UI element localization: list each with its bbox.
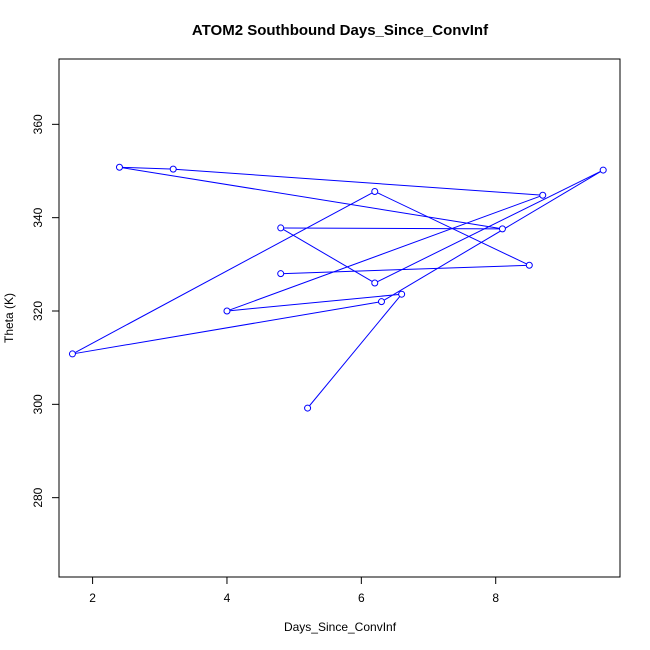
series-segment <box>176 168 540 196</box>
x-tick-label: 2 <box>89 591 96 605</box>
data-point <box>223 307 231 315</box>
chart-title: ATOM2 Southbound Days_Since_ConvInf <box>192 22 489 39</box>
x-tick-label: 4 <box>224 591 231 605</box>
series-segment <box>74 192 373 353</box>
y-axis: 280 300 320 340 360 <box>31 114 59 508</box>
x-tick-label: 6 <box>358 591 365 605</box>
data-point <box>371 279 379 287</box>
y-tick-label: 360 <box>31 114 45 134</box>
series-segment <box>229 195 541 311</box>
data-point <box>277 224 285 232</box>
y-tick-label: 340 <box>31 207 45 227</box>
data-point <box>115 163 123 171</box>
series-segment <box>75 301 379 354</box>
series-segment <box>122 166 171 170</box>
series-segment <box>377 192 527 265</box>
series-segment <box>309 296 401 407</box>
x-tick-label: 8 <box>492 591 499 605</box>
data-point <box>539 191 547 199</box>
series-segment <box>283 264 527 275</box>
data-point <box>304 404 312 412</box>
data-point <box>377 298 385 306</box>
data-point <box>169 165 177 173</box>
data-point <box>277 270 285 278</box>
y-tick-label: 320 <box>31 301 45 321</box>
series-segment <box>377 170 601 283</box>
series-segment <box>383 171 601 301</box>
data-point <box>398 290 406 298</box>
data-point <box>525 261 533 269</box>
y-tick-label: 300 <box>31 394 45 414</box>
y-axis-label: Theta (K) <box>2 293 16 343</box>
series-group <box>68 163 607 412</box>
data-point <box>68 350 76 358</box>
x-axis: 2 4 6 8 <box>89 577 499 605</box>
data-point <box>498 225 506 233</box>
series-segment <box>283 227 500 230</box>
data-point <box>371 188 379 196</box>
x-axis-label: Days_Since_ConvInf <box>284 620 397 634</box>
series-segment <box>283 229 373 282</box>
data-point <box>599 166 607 174</box>
y-tick-label: 280 <box>31 487 45 507</box>
plot-frame <box>58 58 621 578</box>
series-segment <box>122 167 500 229</box>
series-segment <box>229 293 399 312</box>
